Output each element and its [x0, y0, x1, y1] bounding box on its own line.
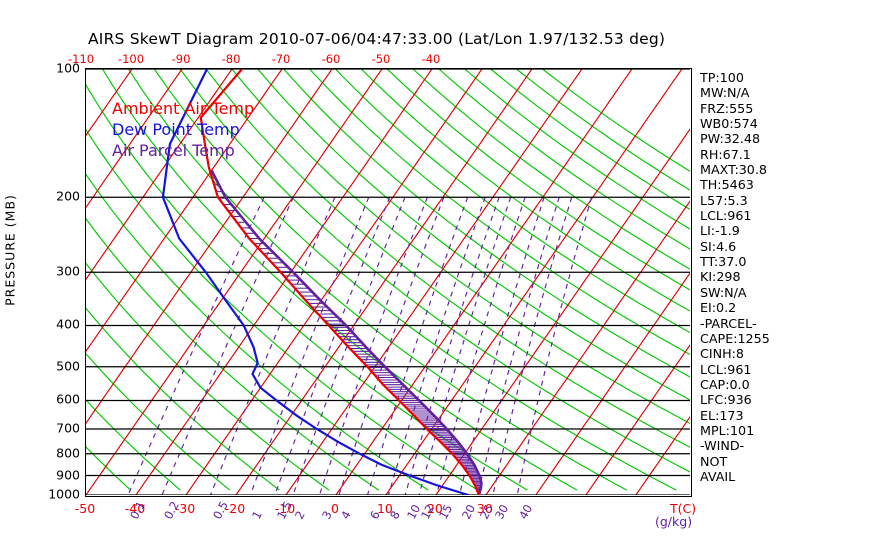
mixing-ratio-tick: 4	[338, 508, 354, 522]
index-row: NOT	[700, 453, 728, 469]
index-row: CAP:0.0	[700, 376, 750, 392]
pressure-tick: 800	[56, 445, 80, 461]
bottom-temp-tick: -20	[224, 501, 246, 516]
pressure-tick: 400	[56, 316, 80, 332]
mixing-ratio-lines	[127, 196, 593, 495]
bottom-temp-tick: 0	[330, 501, 339, 516]
legend-item-1: Ambient Air Temp	[112, 99, 255, 118]
index-row: EL:173	[700, 407, 744, 423]
index-row: KI:298	[700, 269, 741, 285]
page-title: AIRS SkewT Diagram 2010-07-06/04:47:33.0…	[88, 30, 666, 48]
plot-area	[85, 68, 692, 497]
pressure-tick: 600	[56, 391, 80, 407]
pressure-tick: 900	[56, 467, 80, 482]
sounding-indices-panel: TP:100 MW:N/A FRZ:555 WB0:574 PW:32.48 RH:67.…	[700, 70, 820, 484]
mixing-ratio-tick: 30	[491, 502, 512, 522]
index-row: LFC:936	[700, 392, 752, 408]
skewt-canvas	[86, 69, 690, 495]
sounding-curves	[161, 69, 483, 495]
mixing-ratio-tick: 8	[387, 508, 404, 522]
mixing-ratio-tick: 1	[249, 508, 266, 522]
index-row: L57:5.3	[700, 192, 748, 208]
top-temp-tick: -50	[371, 52, 391, 66]
pressure-tick: 300	[56, 263, 80, 279]
index-row: MPL:101	[700, 422, 755, 438]
pressure-tick: 700	[56, 420, 80, 436]
bottom-temp-tick: -30	[174, 501, 196, 516]
index-row: TT:37.0	[700, 254, 747, 270]
top-temp-tick: -90	[171, 52, 191, 66]
temperature-unit-label: T(C)	[670, 501, 697, 516]
pressure-tick: 100	[56, 60, 80, 76]
mixing-ratio-tick: 20	[458, 502, 478, 522]
index-row: MAXT:30.8	[700, 162, 767, 178]
mixing-ratio-tick: 40	[516, 502, 536, 522]
bottom-temp-tick: -40	[124, 501, 146, 516]
top-temp-tick: -100	[117, 52, 145, 66]
index-row: -PARCEL-	[700, 315, 757, 331]
index-row: TH:5463	[700, 177, 754, 193]
top-temp-tick: -80	[221, 52, 241, 66]
bottom-temp-tick: 30	[476, 501, 493, 516]
mixing-ratio-tick: 2	[292, 508, 308, 522]
pressure-tick: 500	[56, 358, 80, 374]
index-row: FRZ:555	[700, 100, 754, 116]
legend-item-2: Dew Point Temp	[112, 120, 240, 139]
index-row: PW:32.48	[700, 131, 761, 147]
top-temp-tick: -70	[271, 52, 291, 66]
index-row: CINH:8	[700, 346, 744, 362]
index-row: TP:100	[700, 70, 744, 85]
index-row: LI:-1.9	[700, 223, 740, 239]
bottom-temp-tick: 20	[426, 501, 443, 516]
bottom-temp-tick: -10	[274, 501, 296, 516]
index-row: MW:N/A	[700, 85, 750, 101]
top-temp-tick: -60	[321, 52, 341, 66]
index-row: LCL:961	[700, 361, 752, 377]
top-temp-tick: -110	[67, 52, 95, 66]
cape-hatch-area	[211, 177, 482, 493]
index-row: EI:0.2	[700, 300, 737, 316]
index-row: CAPE:1255	[700, 330, 770, 346]
index-row: RH:67.1	[700, 146, 751, 162]
bottom-temp-tick: 10	[376, 501, 393, 516]
index-row: SW:N/A	[700, 284, 747, 300]
index-row: WB0:574	[700, 116, 758, 132]
index-row: -WIND-	[700, 438, 745, 454]
legend-item-3: Air Parcel Temp	[112, 141, 235, 160]
bottom-temp-tick: -50	[74, 501, 96, 516]
index-row: AVAIL	[700, 468, 736, 484]
mixing-ratio-unit-label: (g/kg)	[655, 514, 693, 529]
pressure-tick: 1000	[48, 486, 80, 502]
pressure-axis-label: PRESSURE (MB)	[2, 194, 18, 306]
pressure-tick: 200	[56, 188, 80, 204]
isobar-lines	[86, 69, 690, 495]
top-temp-tick: -40	[421, 52, 441, 66]
index-row: SI:4.6	[700, 238, 737, 254]
index-row: LCL:961	[700, 208, 752, 224]
